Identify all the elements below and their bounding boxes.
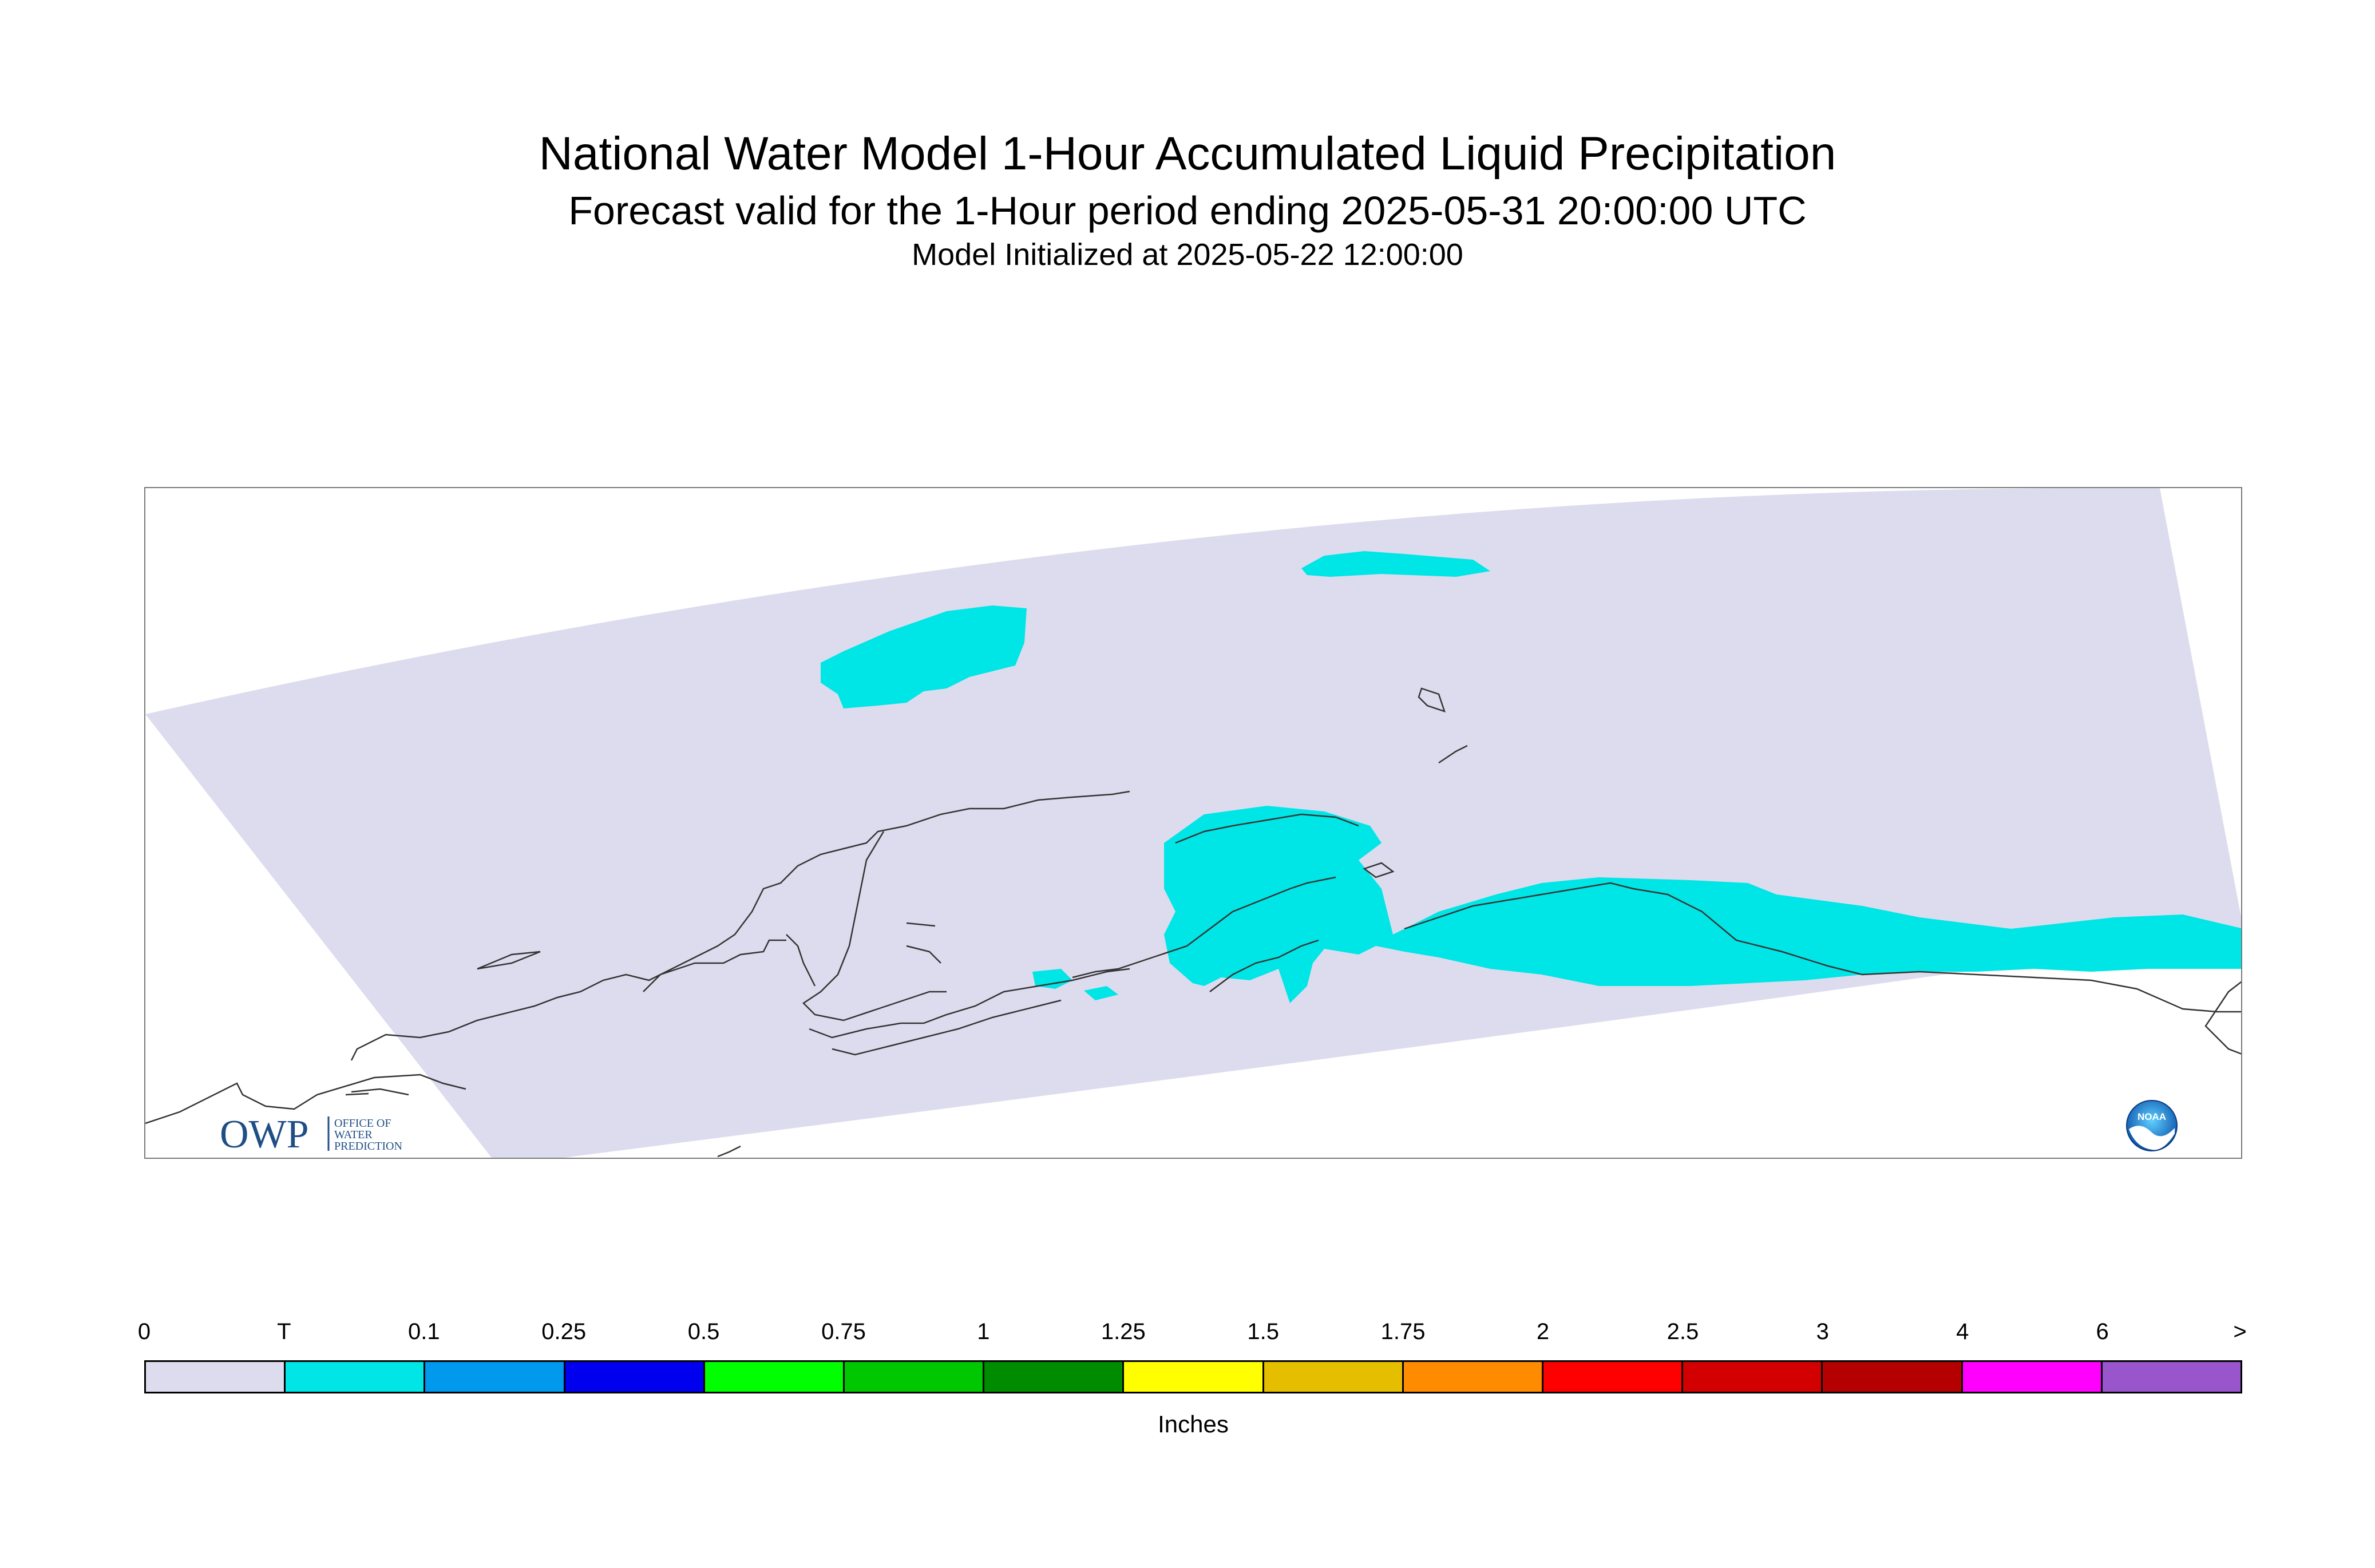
island-north-1 [1418, 687, 1446, 712]
coastline-south [1072, 876, 1336, 979]
precip-area-small-1 [1032, 969, 1072, 989]
precip-area-small-2 [1084, 986, 1118, 1000]
init-time: Model Initialized at 2025-05-22 12:00:00 [912, 237, 1463, 272]
coastline-bay [351, 1088, 409, 1096]
legend-swatch-2 [425, 1362, 565, 1392]
map-canvas [145, 488, 2241, 1158]
legend-tick-12: 3 [1816, 1319, 1829, 1344]
legend-swatch-9 [1403, 1362, 1544, 1392]
legend-unit: Inches [1158, 1411, 1229, 1438]
coastline-gulf [1404, 882, 2241, 1013]
legend-swatch-14 [2102, 1362, 2241, 1392]
legend-tick-0: 0 [137, 1319, 151, 1344]
legend-swatch-8 [1264, 1362, 1404, 1392]
coastline-norton [786, 934, 816, 987]
legend-tick-3: 0.25 [541, 1319, 587, 1344]
coastline-kenai [1209, 939, 1319, 992]
legend-swatch-4 [704, 1362, 845, 1392]
legend-tick-5: 0.75 [821, 1319, 866, 1344]
color-legend: 0 T 0.1 0.25 0.5 0.75 1 1.25 1.5 1.75 2 2.5 3 4 6 > Inc… [138, 1319, 2247, 1442]
legend-tick-11: 2.5 [1667, 1319, 1699, 1344]
legend-tick-15: > [2233, 1319, 2247, 1344]
legend-tick-13: 4 [1956, 1319, 1969, 1344]
chart-title: National Water Model 1-Hour Accumulated … [539, 128, 1836, 180]
island-west-2 [906, 922, 936, 927]
owp-logo-mark: OWP [220, 1112, 309, 1157]
legend-tick-4: 0.5 [687, 1319, 720, 1344]
legend-tick-8: 1.5 [1247, 1319, 1279, 1344]
legend-tick-1: T [277, 1319, 291, 1344]
coastline-sound [1175, 813, 1359, 844]
island-norton [1363, 862, 1395, 878]
precip-area-north [1301, 551, 1490, 577]
coastlines [145, 687, 2241, 1158]
precipitation-map: OWP OFFICE OF WATER PREDICTION NOAA [144, 487, 2242, 1159]
legend-swatch-13 [1962, 1362, 2103, 1392]
legend-tick-7: 1.25 [1101, 1319, 1146, 1344]
coastline-alaska-pen [832, 999, 1062, 1056]
owp-logo-line-2: WATER [334, 1129, 373, 1141]
coastline-mainland-west [145, 1074, 466, 1124]
legend-swatch-12 [1823, 1362, 1963, 1392]
legend-tick-14: 6 [2096, 1319, 2109, 1344]
legend-swatch-10 [1543, 1362, 1684, 1392]
precip-area-south-coast [1164, 806, 2241, 1003]
legend-swatch-5 [845, 1362, 985, 1392]
chart-subtitle: Forecast valid for the 1-Hour period end… [568, 188, 1807, 233]
legend-swatch-0 [146, 1362, 286, 1392]
noaa-logo-mark: NOAA [2138, 1111, 2166, 1122]
legend-tick-9: 1.75 [1380, 1319, 1426, 1344]
island-north-2 [1438, 745, 1468, 764]
coastline-panhandle [2204, 981, 2241, 1055]
owp-logo-line-1: OFFICE OF [334, 1117, 391, 1130]
legend-swatch-1 [286, 1362, 426, 1392]
island-west-3 [906, 945, 941, 964]
coastline-peninsula [809, 968, 1130, 1039]
legend-swatch-11 [1683, 1362, 1823, 1392]
coastline-kuskokwim [802, 831, 947, 1021]
legend-tick-10: 2 [1536, 1319, 1550, 1344]
legend-swatch-6 [984, 1362, 1125, 1392]
legend-colorbar [144, 1360, 2242, 1393]
island-west-1 [477, 951, 541, 970]
island-stlawrence [345, 1092, 369, 1096]
legend-tick-2: 0.1 [407, 1319, 440, 1344]
precip-area-northwest [821, 605, 1027, 708]
legend-swatch-7 [1124, 1362, 1264, 1392]
island-siberia-tip [717, 1145, 741, 1158]
owp-logo-line-3: PREDICTION [334, 1140, 402, 1153]
legend-swatch-3 [565, 1362, 705, 1392]
coastline-mid-west [350, 790, 1130, 1061]
coastline-yukon-delta [643, 939, 786, 992]
precip-areas [821, 551, 2241, 1003]
legend-tick-6: 1 [977, 1319, 990, 1344]
